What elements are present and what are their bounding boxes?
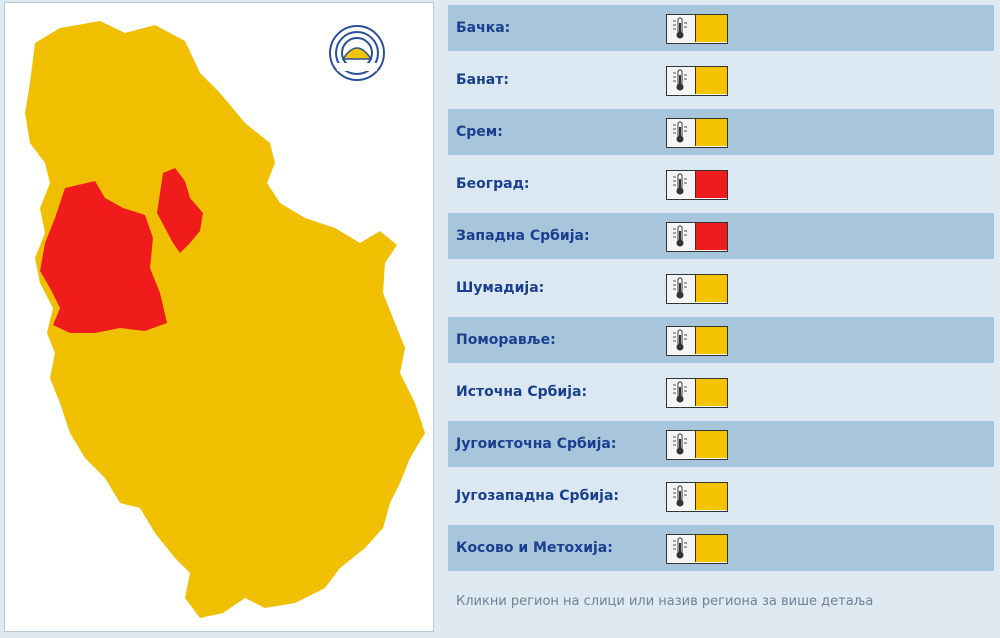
warning-level-swatch xyxy=(696,275,727,302)
footer-note: Кликни регион на слици или назив региона… xyxy=(456,594,874,609)
region-row[interactable]: Источна Србија: xyxy=(448,369,994,415)
warning-badge[interactable] xyxy=(666,430,728,460)
thermometer-icon xyxy=(667,171,696,198)
region-row[interactable]: Банат: xyxy=(448,57,994,103)
region-label[interactable]: Западна Србија: xyxy=(456,228,590,244)
warning-badge[interactable] xyxy=(666,170,728,200)
warning-badge[interactable] xyxy=(666,534,728,564)
region-row[interactable]: Шумадија: xyxy=(448,265,994,311)
warning-level-swatch xyxy=(696,535,727,562)
warning-badge[interactable] xyxy=(666,222,728,252)
region-row[interactable]: Бачка: xyxy=(448,5,994,51)
warning-badge[interactable] xyxy=(666,378,728,408)
region-row[interactable]: Београд: xyxy=(448,161,994,207)
region-label[interactable]: Срем: xyxy=(456,124,503,140)
map-region-beograd[interactable] xyxy=(157,168,203,253)
rhmz-logo-icon xyxy=(329,25,385,81)
region-label[interactable]: Београд: xyxy=(456,176,530,192)
warning-level-swatch xyxy=(696,223,727,250)
warning-badge[interactable] xyxy=(666,14,728,44)
warning-level-swatch xyxy=(696,327,727,354)
thermometer-icon xyxy=(667,119,696,146)
thermometer-icon xyxy=(667,327,696,354)
warning-level-swatch xyxy=(696,67,727,94)
thermometer-icon xyxy=(667,15,696,42)
thermometer-icon xyxy=(667,431,696,458)
region-label[interactable]: Бачка: xyxy=(456,20,511,36)
warning-badge[interactable] xyxy=(666,274,728,304)
region-row[interactable]: Срем: xyxy=(448,109,994,155)
thermometer-icon xyxy=(667,379,696,406)
warning-level-swatch xyxy=(696,379,727,406)
region-label[interactable]: Шумадија: xyxy=(456,280,545,296)
map-panel xyxy=(4,2,434,632)
serbia-map xyxy=(25,21,425,618)
warning-level-swatch xyxy=(696,171,727,198)
warning-badge[interactable] xyxy=(666,326,728,356)
warning-level-swatch xyxy=(696,431,727,458)
region-row[interactable]: Косово и Метохија: xyxy=(448,525,994,571)
warning-level-swatch xyxy=(696,483,727,510)
thermometer-icon xyxy=(667,535,696,562)
region-label[interactable]: Југоисточна Србија: xyxy=(456,436,617,452)
region-row[interactable]: Поморавље: xyxy=(448,317,994,363)
region-list: Бачка: Банат: Срем: Београд: Западна Србија:… xyxy=(448,2,994,632)
warning-badge[interactable] xyxy=(666,118,728,148)
region-row[interactable]: Западна Србија: xyxy=(448,213,994,259)
region-row[interactable]: Југоисточна Србија: xyxy=(448,421,994,467)
warning-badge[interactable] xyxy=(666,482,728,512)
region-label[interactable]: Косово и Метохија: xyxy=(456,540,613,556)
map-region-main[interactable] xyxy=(25,21,425,618)
thermometer-icon xyxy=(667,483,696,510)
warning-level-swatch xyxy=(696,15,727,42)
region-label[interactable]: Југозападна Србија: xyxy=(456,488,619,504)
thermometer-icon xyxy=(667,67,696,94)
warning-level-swatch xyxy=(696,119,727,146)
map-region-zapadna-srbija[interactable] xyxy=(40,181,167,333)
warning-badge[interactable] xyxy=(666,66,728,96)
thermometer-icon xyxy=(667,223,696,250)
region-label[interactable]: Источна Србија: xyxy=(456,384,588,400)
region-label[interactable]: Банат: xyxy=(456,72,509,88)
region-label[interactable]: Поморавље: xyxy=(456,332,556,348)
region-row[interactable]: Југозападна Србија: xyxy=(448,473,994,519)
thermometer-icon xyxy=(667,275,696,302)
